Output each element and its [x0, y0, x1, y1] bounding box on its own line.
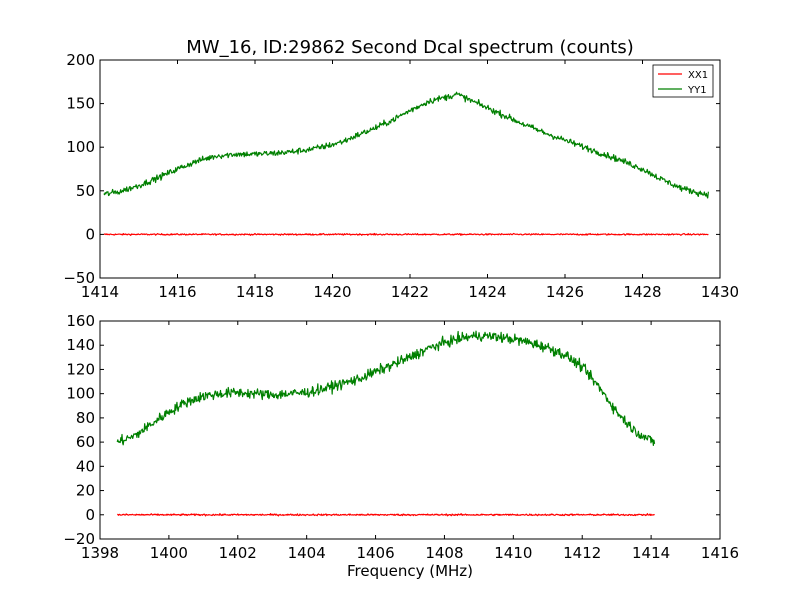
y-tick-label: 0: [85, 225, 95, 243]
bottom-ticks: 1398 1400 1402 1404 1406 1408 1410 1412 1414 1416…: [63, 312, 739, 562]
y-tick-label: 20: [76, 482, 95, 500]
top-axes-frame: [99, 59, 721, 279]
x-tick-label: 1416: [158, 283, 196, 301]
x-tick-label: 1412: [563, 544, 601, 562]
y-tick-label: 150: [66, 95, 95, 113]
x-tick-label: 1414: [632, 544, 670, 562]
x-tick-label: 1416: [701, 544, 739, 562]
x-tick-label: 1420: [313, 283, 351, 301]
series-line-yy1: [116, 330, 656, 446]
x-tick-label: 1418: [236, 283, 274, 301]
legend-label-yy1: YY1: [687, 85, 707, 96]
y-tick-label: 40: [76, 457, 95, 475]
y-tick-label: 0: [85, 506, 95, 524]
legend-label-xx1: XX1: [688, 70, 708, 81]
y-tick-label: 200: [66, 51, 95, 69]
x-tick-label: 1414: [81, 283, 119, 301]
x-axis-label: Frequency (MHz): [347, 562, 473, 580]
x-tick-label: 1406: [356, 544, 394, 562]
y-tick-label: 100: [66, 138, 95, 156]
y-tick-label: 140: [66, 336, 95, 354]
x-tick-label: 1402: [219, 544, 257, 562]
top-plot-panel: 1414 1416 1418 1420 1422 1424 1426 1428 1430 −50 0…: [63, 51, 739, 301]
y-tick-label: 60: [76, 433, 95, 451]
y-tick-label: 80: [76, 409, 95, 427]
bottom-plot-panel: 1398 1400 1402 1404 1406 1408 1410 1412 1414 1416…: [63, 312, 739, 562]
series-line-xx1: [103, 232, 709, 236]
chart-title: MW_16, ID:29862 Second Dcal spectrum (co…: [186, 37, 633, 58]
bottom-series-lines: [116, 330, 656, 517]
x-tick-label: 1426: [546, 283, 584, 301]
x-tick-label: 1430: [701, 283, 739, 301]
x-tick-label: 1404: [288, 544, 326, 562]
top-series-lines: [103, 91, 709, 236]
x-tick-label: 1400: [150, 544, 188, 562]
x-tick-label: 1424: [468, 283, 506, 301]
y-tick-label: 120: [66, 360, 95, 378]
y-tick-label: 100: [66, 385, 95, 403]
x-tick-label: 1408: [425, 544, 463, 562]
x-tick-label: 1422: [391, 283, 429, 301]
y-tick-label: −20: [63, 530, 95, 548]
top-ticks: 1414 1416 1418 1420 1422 1424 1426 1428 1430 −50 0…: [63, 51, 739, 301]
y-tick-label: 50: [76, 182, 95, 200]
series-line-xx1: [117, 512, 655, 517]
bottom-axes-frame: [99, 320, 721, 540]
legend: XX1 YY1: [652, 64, 714, 98]
x-tick-label: 1410: [494, 544, 532, 562]
y-tick-label: 160: [66, 312, 95, 330]
series-line-yy1: [103, 91, 709, 199]
legend-box: [652, 64, 714, 98]
y-tick-label: −50: [63, 269, 95, 287]
x-tick-label: 1398: [81, 544, 119, 562]
x-tick-label: 1428: [623, 283, 661, 301]
